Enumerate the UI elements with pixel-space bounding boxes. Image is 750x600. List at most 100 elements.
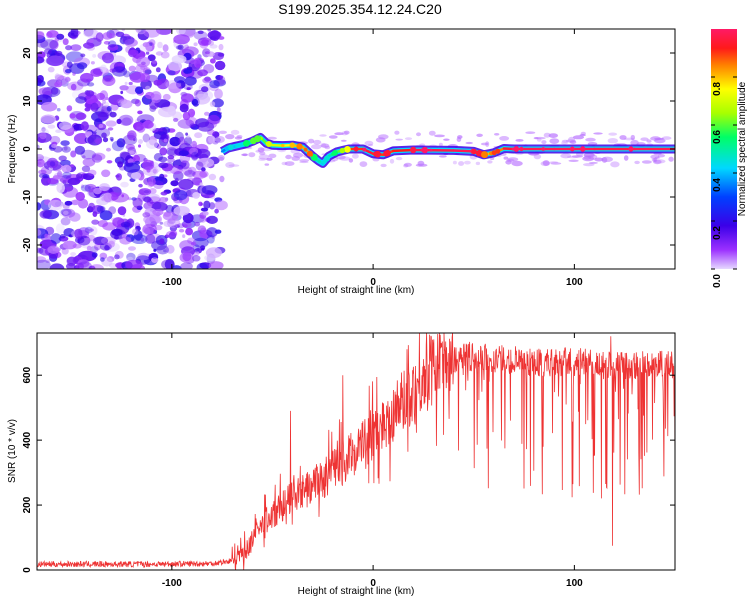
noise-blob xyxy=(153,180,164,189)
ridge-dot xyxy=(322,160,326,164)
noise-blob xyxy=(214,208,219,214)
halo-blob xyxy=(641,160,652,164)
noise-blob xyxy=(38,87,53,96)
noise-blob xyxy=(178,178,194,190)
halo-blob xyxy=(348,158,354,163)
halo-blob xyxy=(505,160,512,165)
noise-blob xyxy=(186,30,195,38)
noise-blob xyxy=(107,127,114,131)
noise-blob xyxy=(37,56,45,64)
halo-blob xyxy=(225,162,235,168)
noise-blob xyxy=(101,101,110,108)
halo-blob xyxy=(583,163,595,167)
noise-blob xyxy=(120,90,124,95)
noise-blob xyxy=(208,40,215,46)
ridge-dot xyxy=(303,147,308,152)
halo-blob xyxy=(561,139,569,143)
noise-blob xyxy=(65,45,73,51)
noise-blob xyxy=(196,157,215,168)
halo-blob xyxy=(630,139,639,146)
noise-blob xyxy=(128,65,136,72)
noise-blob xyxy=(116,173,122,181)
noise-blob xyxy=(80,184,91,192)
noise-blob xyxy=(40,114,56,124)
halo-blob xyxy=(494,133,500,136)
halo-blob xyxy=(515,139,524,142)
noise-blob xyxy=(204,51,210,55)
noise-blob xyxy=(48,199,63,211)
noise-blob xyxy=(91,252,98,258)
noise-blob xyxy=(143,196,152,203)
noise-blob xyxy=(63,146,68,151)
halo-blob xyxy=(569,140,577,145)
noise-blob xyxy=(84,256,90,260)
noise-blob xyxy=(49,263,65,269)
halo-blob xyxy=(588,161,599,164)
snr-line xyxy=(37,333,675,570)
halo-blob xyxy=(623,155,629,161)
noise-blob xyxy=(38,169,47,175)
snr-x-label: Height of straight line (km) xyxy=(298,586,415,597)
noise-blob xyxy=(88,265,96,269)
noise-blob xyxy=(163,138,168,143)
noise-blob xyxy=(110,138,114,142)
noise-blob xyxy=(162,93,171,101)
colorbar: 0.0 0.2 0.4 0.6 0.8 Normalized spectral ampl… xyxy=(711,29,748,288)
halo-blob xyxy=(375,137,386,143)
halo-blob xyxy=(452,160,457,165)
noise-blob xyxy=(130,234,148,245)
noise-blob xyxy=(214,229,222,234)
ridge-dot xyxy=(481,151,489,159)
noise-blob xyxy=(143,203,153,209)
halo-blob xyxy=(601,156,613,162)
y-tick-label: 10 xyxy=(22,95,33,107)
noise-blob xyxy=(49,40,59,50)
ridge-dot xyxy=(309,152,313,157)
noise-blob xyxy=(42,174,50,179)
ridge-dot xyxy=(317,159,321,163)
ridge-dot xyxy=(471,148,477,155)
snr-series xyxy=(37,333,675,570)
noise-blob xyxy=(169,136,181,147)
noise-blob xyxy=(91,154,103,163)
noise-blob xyxy=(130,172,142,180)
noise-blob xyxy=(59,234,66,239)
noise-blob xyxy=(116,138,126,148)
noise-blob xyxy=(60,159,71,167)
noise-blob xyxy=(75,96,87,104)
ridge-dot xyxy=(331,152,335,156)
halo-blob xyxy=(359,161,368,168)
noise-blob xyxy=(67,177,81,186)
ridge-dot xyxy=(362,147,367,152)
halo-blob xyxy=(308,138,315,144)
noise-blob xyxy=(76,62,88,70)
noise-region xyxy=(37,29,674,269)
noise-blob xyxy=(133,121,145,131)
noise-blob xyxy=(66,61,73,68)
noise-blob xyxy=(70,150,77,158)
noise-blob xyxy=(41,126,46,132)
noise-blob xyxy=(121,29,125,32)
noise-blob xyxy=(110,102,119,111)
noise-blob xyxy=(85,90,95,97)
noise-blob xyxy=(86,245,92,251)
noise-blob xyxy=(106,147,111,152)
noise-blob xyxy=(37,144,40,150)
noise-blob xyxy=(142,223,157,235)
noise-blob xyxy=(139,72,151,83)
noise-blob xyxy=(117,161,124,168)
halo-blob xyxy=(457,135,463,139)
noise-blob xyxy=(145,234,156,244)
noise-blob xyxy=(159,221,164,225)
noise-blob xyxy=(62,186,79,198)
halo-blob xyxy=(257,147,265,153)
noise-blob xyxy=(180,262,193,269)
noise-blob xyxy=(58,155,67,162)
halo-blob xyxy=(476,133,483,137)
noise-blob xyxy=(46,55,65,67)
noise-blob xyxy=(142,133,150,143)
noise-blob xyxy=(66,256,80,265)
noise-blob xyxy=(103,40,111,45)
ridge-dot xyxy=(325,156,329,160)
halo-blob xyxy=(389,158,395,164)
